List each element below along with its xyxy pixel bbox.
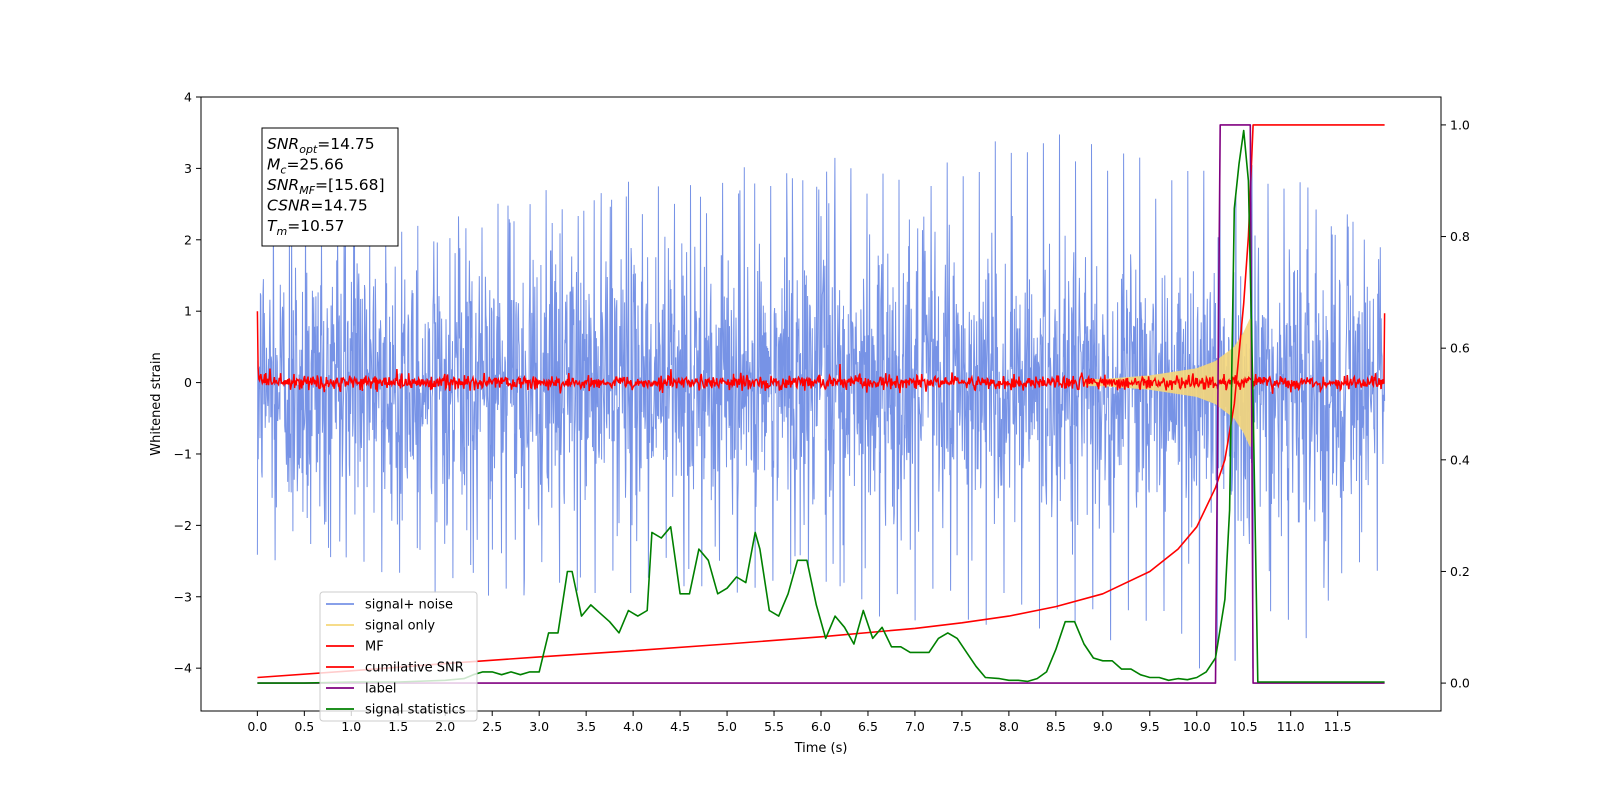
legend-label: MF (365, 640, 384, 655)
x-tick-label: 1.0 (341, 719, 361, 734)
x-axis: 0.0 0.5 1.0 1.5 2.0 2.5 3.0 3.5 4.0 4.5 5.0 5.5 6.0 6… (247, 711, 1352, 734)
x-tick-label: 11.5 (1324, 719, 1352, 734)
y-axis-left: 4 3 2 1 0 −1 −2 −3 −4 (174, 90, 201, 676)
legend-label: signal only (365, 619, 435, 634)
y-tick-label: −1 (174, 446, 192, 461)
x-tick-label: 10.5 (1230, 719, 1258, 734)
x-tick-label: 6.5 (858, 719, 878, 734)
x-tick-label: 5.0 (717, 719, 737, 734)
x-tick-label: 7.0 (905, 719, 925, 734)
y-tick-label: 4 (184, 90, 192, 105)
y-right-tick-label: 0.0 (1450, 676, 1470, 691)
legend-frame (319, 591, 478, 722)
y-right-tick-label: 0.6 (1450, 341, 1470, 356)
x-tick-label: 2.5 (482, 719, 502, 734)
x-tick-label: 5.5 (764, 719, 784, 734)
x-tick-label: 3.5 (576, 719, 596, 734)
annotation-line: Mc=25.66 (267, 156, 344, 177)
y-tick-label: 0 (184, 375, 192, 390)
x-tick-label: 4.5 (670, 719, 690, 734)
x-tick-label: 4.0 (623, 719, 643, 734)
legend-label: cumilative SNR (365, 661, 464, 676)
y-axis-label: Whitened strain (149, 352, 164, 455)
series-signal-only (1083, 318, 1254, 447)
annotation-frame (261, 127, 399, 247)
x-tick-label: 8.0 (999, 719, 1019, 734)
y-tick-label: 1 (184, 304, 192, 319)
x-tick-label: 9.5 (1140, 719, 1160, 734)
y-tick-label: 3 (184, 161, 192, 176)
legend: signal+ noise signal only MF cumilative SNR… (319, 591, 478, 722)
annotation-line: Tm=10.57 (267, 217, 345, 238)
x-axis-label: Time (s) (794, 741, 848, 756)
series-label (257, 124, 1385, 684)
y-tick-label: −2 (174, 518, 192, 533)
series-cumulative-snr (257, 124, 1385, 679)
x-tick-label: 6.0 (811, 719, 831, 734)
y-tick-label: 2 (184, 232, 192, 247)
legend-label: signal+ noise (365, 598, 453, 613)
y-right-tick-label: 0.4 (1450, 452, 1470, 467)
x-tick-label: 11.0 (1277, 719, 1305, 734)
x-tick-label: 8.5 (1046, 719, 1066, 734)
y-right-tick-label: 0.8 (1450, 229, 1470, 244)
series-layer (256, 124, 1386, 684)
y-axis-right: 1.0 0.8 0.6 0.4 0.2 0.0 (1441, 117, 1470, 691)
legend-label: signal statistics (365, 703, 466, 718)
y-right-tick-label: 0.2 (1450, 564, 1470, 579)
y-tick-label: −4 (174, 661, 192, 676)
x-tick-label: 1.5 (388, 719, 408, 734)
annotation-box: SNRopt=14.75Mc=25.66SNRMF=[15.68]CSNR=14… (261, 127, 399, 247)
y-tick-label: −3 (174, 589, 192, 604)
annotation-line: CSNR=14.75 (267, 197, 368, 215)
series-signal-statistics (257, 129, 1385, 684)
x-tick-label: 9.0 (1093, 719, 1113, 734)
x-tick-label: 0.5 (294, 719, 314, 734)
annotation-line: SNRMF=[15.68] (267, 176, 385, 197)
x-tick-label: 2.0 (435, 719, 455, 734)
x-tick-label: 10.0 (1183, 719, 1211, 734)
series-mf (256, 311, 1386, 394)
legend-label: label (365, 682, 396, 697)
x-tick-label: 7.5 (952, 719, 972, 734)
x-tick-label: 0.0 (247, 719, 267, 734)
x-tick-label: 3.0 (529, 719, 549, 734)
y-right-tick-label: 1.0 (1450, 117, 1470, 132)
annotation-line: SNRopt=14.75 (267, 135, 375, 156)
